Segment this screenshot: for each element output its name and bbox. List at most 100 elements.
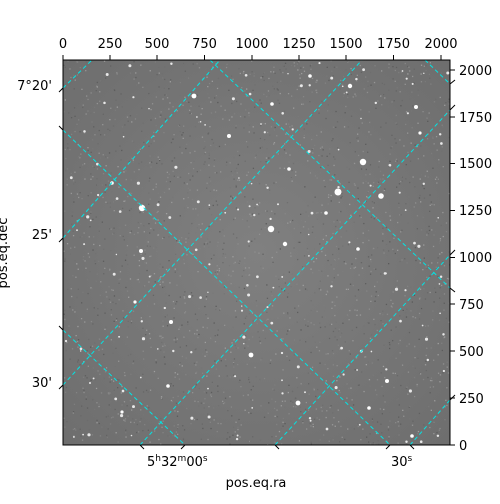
noise-pixel: [132, 360, 135, 362]
faint-star: [139, 376, 142, 379]
noise-pixel: [190, 292, 193, 294]
faint-star: [421, 324, 424, 327]
noise-pixel: [164, 78, 166, 81]
noise-pixel: [135, 72, 137, 74]
noise-pixel: [322, 149, 324, 151]
noise-pixel: [112, 233, 114, 235]
noise-pixel: [357, 289, 360, 291]
noise-pixel: [206, 243, 209, 245]
noise-pixel: [92, 323, 94, 325]
noise-pixel: [102, 167, 104, 169]
noise-pixel: [409, 181, 411, 184]
noise-pixel: [252, 385, 254, 387]
noise-pixel: [67, 60, 69, 63]
noise-pixel: [64, 376, 66, 378]
noise-pixel: [95, 387, 98, 390]
noise-pixel: [115, 319, 117, 321]
noise-pixel: [298, 440, 301, 442]
faint-star: [118, 210, 122, 213]
noise-pixel: [312, 152, 314, 154]
noise-pixel: [340, 210, 342, 213]
noise-pixel: [227, 432, 229, 434]
noise-pixel: [84, 178, 86, 180]
faint-star: [356, 369, 358, 371]
noise-pixel: [90, 173, 92, 175]
noise-pixel: [445, 399, 447, 401]
noise-pixel: [178, 123, 180, 125]
faint-star: [411, 82, 414, 85]
faint-star: [208, 204, 211, 206]
noise-pixel: [173, 157, 176, 159]
noise-pixel: [284, 423, 286, 425]
noise-pixel: [110, 401, 112, 403]
noise-pixel: [388, 342, 391, 344]
noise-pixel: [234, 344, 236, 347]
noise-pixel: [330, 405, 332, 407]
noise-pixel: [79, 157, 81, 159]
noise-pixel: [168, 88, 170, 90]
noise-pixel: [163, 343, 166, 345]
noise-pixel: [373, 267, 375, 270]
noise-pixel: [346, 60, 348, 63]
noise-pixel: [369, 71, 372, 74]
noise-pixel: [334, 361, 336, 363]
noise-pixel: [248, 115, 250, 117]
noise-pixel: [149, 232, 151, 234]
noise-pixel: [148, 333, 151, 335]
noise-pixel: [369, 173, 371, 175]
noise-pixel: [192, 295, 194, 297]
noise-pixel: [109, 129, 111, 132]
noise-pixel: [211, 138, 213, 141]
noise-pixel: [130, 320, 133, 322]
noise-pixel: [106, 434, 108, 437]
noise-pixel: [443, 309, 445, 311]
faint-star: [337, 148, 340, 151]
noise-pixel: [244, 90, 246, 92]
noise-pixel: [300, 67, 302, 69]
noise-pixel: [161, 341, 163, 344]
noise-pixel: [361, 371, 363, 373]
faint-star: [281, 275, 284, 278]
noise-pixel: [355, 248, 357, 250]
noise-pixel: [442, 211, 444, 214]
noise-pixel: [140, 409, 142, 411]
noise-pixel: [201, 108, 203, 110]
faint-star: [83, 130, 86, 133]
noise-pixel: [380, 423, 382, 425]
noise-pixel: [290, 286, 292, 288]
noise-pixel: [382, 395, 384, 397]
noise-pixel: [431, 194, 433, 196]
noise-pixel: [179, 296, 181, 298]
noise-pixel: [102, 124, 104, 126]
noise-pixel: [372, 207, 374, 209]
noise-pixel: [169, 181, 171, 183]
noise-pixel: [248, 358, 251, 360]
noise-pixel: [397, 421, 399, 423]
noise-pixel: [176, 284, 178, 286]
noise-pixel: [280, 127, 282, 130]
noise-pixel: [423, 244, 425, 246]
faint-star: [174, 165, 178, 169]
noise-pixel: [288, 271, 290, 273]
noise-pixel: [99, 244, 101, 247]
noise-pixel: [206, 327, 208, 329]
noise-pixel: [407, 393, 409, 395]
noise-pixel: [319, 326, 322, 329]
noise-pixel: [208, 154, 210, 156]
noise-pixel: [308, 383, 310, 385]
noise-pixel: [177, 428, 179, 430]
noise-pixel: [165, 293, 167, 295]
noise-pixel: [341, 195, 343, 197]
noise-pixel: [363, 88, 365, 90]
noise-pixel: [123, 372, 126, 374]
noise-pixel: [245, 141, 248, 143]
noise-pixel: [286, 296, 289, 298]
noise-pixel: [401, 99, 403, 102]
noise-pixel: [383, 344, 385, 346]
noise-pixel: [122, 207, 124, 209]
faint-star: [405, 440, 408, 444]
noise-pixel: [362, 232, 364, 234]
noise-pixel: [337, 344, 339, 346]
noise-pixel: [157, 234, 159, 236]
noise-pixel: [352, 96, 354, 98]
